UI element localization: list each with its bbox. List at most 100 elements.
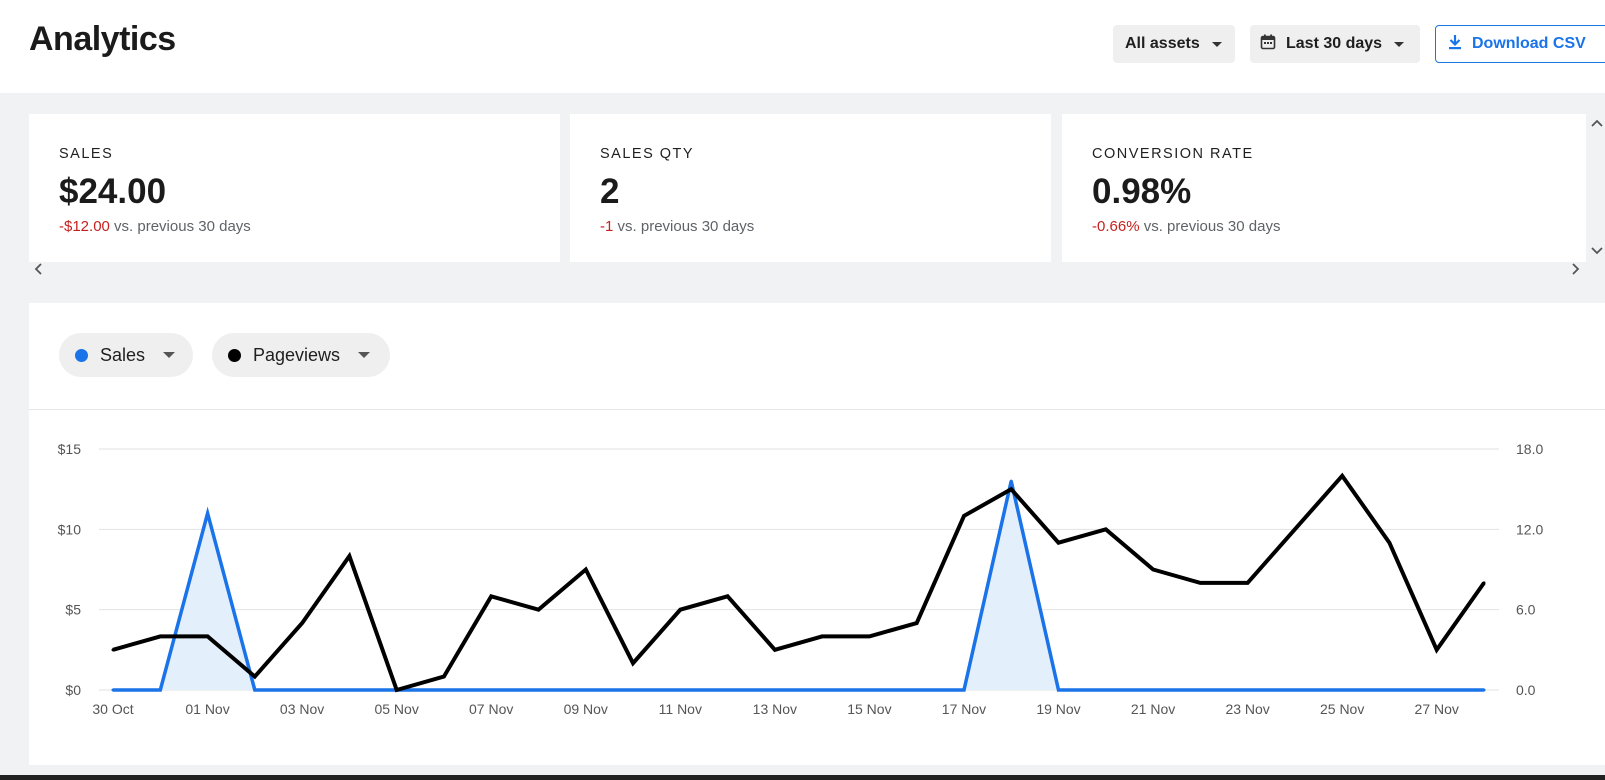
pageviews-point bbox=[1198, 581, 1202, 585]
x-tick-label: 07 Nov bbox=[469, 701, 513, 717]
metric-selector-sales[interactable]: Sales bbox=[59, 333, 193, 377]
pageviews-point bbox=[536, 608, 540, 612]
bottom-border bbox=[0, 775, 1605, 780]
pageviews-point bbox=[1104, 527, 1108, 531]
pageviews-point bbox=[442, 675, 446, 679]
page-title: Analytics bbox=[29, 20, 176, 58]
pageviews-point bbox=[1340, 474, 1344, 478]
kpi-delta: -$12.00 vs. previous 30 days bbox=[59, 218, 251, 235]
kpi-delta-value: -1 bbox=[600, 218, 614, 235]
x-tick-label: 27 Nov bbox=[1415, 701, 1459, 717]
sales-point bbox=[867, 688, 871, 692]
y-left-tick-label: $15 bbox=[58, 441, 82, 457]
sales-point bbox=[915, 688, 919, 692]
pageviews-point bbox=[1246, 581, 1250, 585]
pageviews-point bbox=[726, 594, 730, 598]
sales-point bbox=[253, 688, 257, 692]
sales-point bbox=[536, 688, 540, 692]
pageviews-point bbox=[1151, 568, 1155, 571]
sales-point bbox=[1482, 688, 1486, 692]
metric-label: Pageviews bbox=[253, 344, 341, 365]
x-tick-label: 21 Nov bbox=[1131, 701, 1175, 717]
sales-point bbox=[111, 688, 115, 692]
metric-selector-pageviews[interactable]: Pageviews bbox=[212, 333, 390, 377]
scroll-down-icon[interactable] bbox=[1591, 242, 1603, 260]
kpi-label: SALES QTY bbox=[600, 146, 695, 162]
kpi-label: SALES bbox=[59, 146, 114, 162]
pageviews-point bbox=[253, 675, 257, 679]
sales-point bbox=[1057, 688, 1061, 692]
scroll-up-icon[interactable] bbox=[1591, 114, 1603, 132]
pageviews-point bbox=[300, 621, 304, 625]
y-left-tick-label: $5 bbox=[65, 602, 81, 618]
date-range-dropdown[interactable]: Last 30 days bbox=[1250, 25, 1420, 63]
pageviews-point bbox=[347, 554, 351, 558]
pageviews-point bbox=[962, 514, 966, 518]
x-tick-label: 03 Nov bbox=[280, 701, 324, 717]
x-tick-label: 23 Nov bbox=[1225, 701, 1269, 717]
pageviews-point bbox=[206, 634, 210, 638]
kpi-delta-value: -0.66% bbox=[1092, 218, 1140, 235]
pageviews-point bbox=[678, 608, 682, 612]
sales-point bbox=[773, 688, 777, 692]
sales-point bbox=[1009, 479, 1013, 483]
date-range-label: Last 30 days bbox=[1286, 35, 1383, 52]
scroll-right-icon[interactable] bbox=[1572, 262, 1580, 280]
x-tick-label: 15 Nov bbox=[847, 701, 891, 717]
pageviews-point bbox=[584, 568, 588, 571]
kpi-delta: -0.66% vs. previous 30 days bbox=[1092, 218, 1280, 235]
scroll-left-icon[interactable] bbox=[34, 262, 42, 280]
pageviews-point bbox=[1293, 527, 1297, 531]
download-csv-button[interactable]: Download CSV bbox=[1435, 25, 1605, 63]
assets-dropdown[interactable]: All assets bbox=[1113, 25, 1235, 63]
sales-point bbox=[442, 688, 446, 692]
pageviews-point bbox=[1482, 581, 1486, 585]
download-csv-label: Download CSV bbox=[1472, 35, 1586, 52]
pageviews-point bbox=[111, 648, 115, 652]
sales-point bbox=[158, 688, 162, 692]
sales-point bbox=[1293, 688, 1297, 692]
kpi-value: $24.00 bbox=[59, 172, 167, 211]
sales-point bbox=[489, 688, 493, 692]
chevron-down-icon bbox=[1394, 41, 1405, 47]
analytics-chart: $0 $5 $10 $15 0.0 6.0 12.0 18.0 30 Oct 01 Nov 03 N… bbox=[58, 441, 1544, 717]
pageviews-point bbox=[158, 634, 162, 638]
x-tick-label: 01 Nov bbox=[185, 701, 229, 717]
kpi-delta-text: vs. previous 30 days bbox=[617, 218, 755, 235]
pageviews-point bbox=[867, 634, 871, 638]
pageviews-point bbox=[1009, 487, 1013, 491]
chart-panel: Sales Pageviews $0 $5 $10 $15 0.0 6.0 12.0 18.0… bbox=[29, 303, 1605, 765]
kpi-card-sales-qty: SALES QTY 2 -1 vs. previous 30 days bbox=[570, 114, 1051, 262]
pageviews-point bbox=[395, 688, 399, 692]
y-right-tick-label: 0.0 bbox=[1516, 682, 1536, 698]
sales-point bbox=[820, 688, 824, 692]
chevron-down-icon bbox=[163, 352, 176, 358]
x-tick-label: 17 Nov bbox=[942, 701, 986, 717]
x-tick-label: 09 Nov bbox=[564, 701, 608, 717]
sales-line bbox=[113, 480, 1484, 692]
kpi-delta: -1 vs. previous 30 days bbox=[600, 218, 754, 235]
pageviews-point bbox=[489, 594, 493, 598]
header: Analytics All assets Last 30 days bbox=[0, 0, 1605, 93]
sales-point bbox=[678, 688, 682, 692]
kpi-value: 0.98% bbox=[1092, 172, 1192, 211]
pageviews-dot-icon bbox=[228, 348, 241, 362]
y-left-tick-label: $0 bbox=[65, 682, 81, 698]
pageviews-point bbox=[820, 634, 824, 638]
sales-point bbox=[1340, 688, 1344, 692]
sales-point bbox=[1435, 688, 1439, 692]
sales-area bbox=[113, 481, 1484, 690]
divider bbox=[29, 409, 1605, 410]
y-right-tick-label: 12.0 bbox=[1516, 521, 1543, 537]
y-right-tick-label: 18.0 bbox=[1516, 441, 1543, 457]
kpi-label: CONVERSION RATE bbox=[1092, 146, 1254, 162]
kpi-delta-text: vs. previous 30 days bbox=[1143, 218, 1281, 235]
y-right-tick-label: 6.0 bbox=[1516, 602, 1536, 618]
sales-dot-icon bbox=[75, 348, 88, 362]
metric-label: Sales bbox=[100, 344, 146, 365]
sales-point bbox=[300, 688, 304, 692]
sales-point bbox=[1246, 688, 1250, 692]
chevron-down-icon bbox=[1211, 41, 1222, 47]
x-tick-label: 05 Nov bbox=[374, 701, 418, 717]
download-icon bbox=[1448, 34, 1462, 55]
